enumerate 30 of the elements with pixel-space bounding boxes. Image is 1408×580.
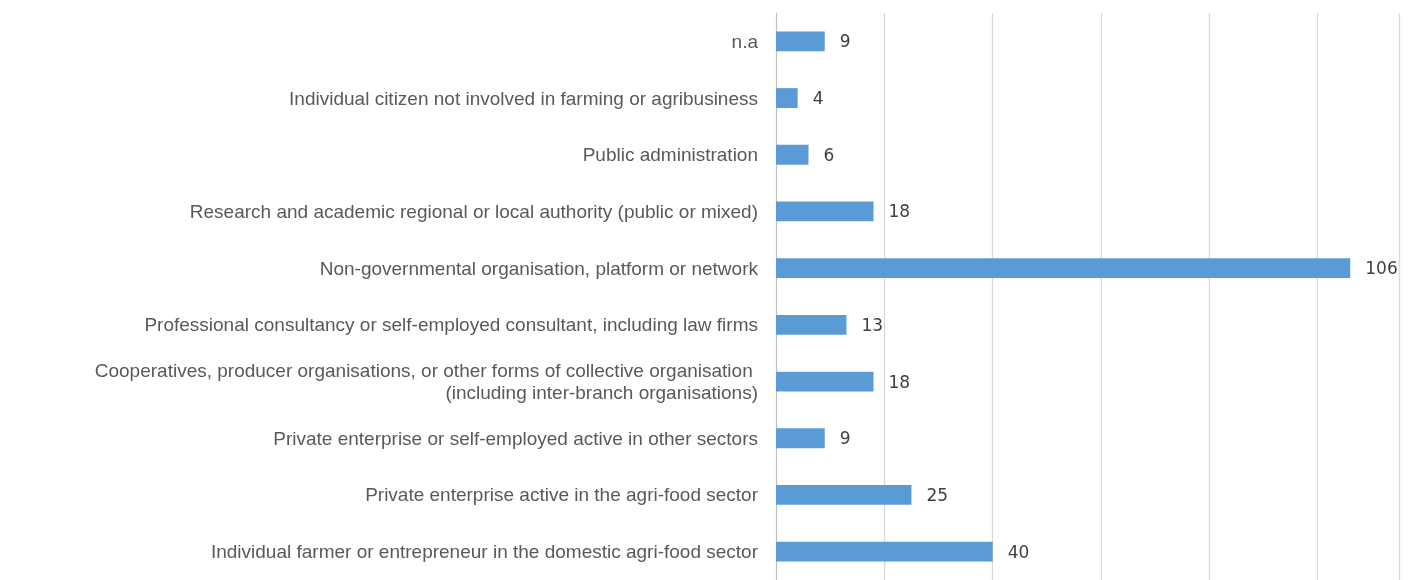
y-tick-label: Private enterprise or self-employed active in other sectors — [273, 427, 758, 449]
y-tick-label: Public administration — [582, 144, 758, 166]
bar — [776, 258, 1351, 279]
data-label: 18 — [888, 371, 911, 392]
data-label: 40 — [1007, 541, 1030, 562]
bar — [776, 428, 825, 449]
bar — [776, 485, 912, 505]
bar — [776, 88, 798, 108]
y-tick-label: n.a — [731, 30, 759, 52]
y-tick-label: Individual citizen not involved in farming or agribusiness — [289, 87, 758, 109]
bar — [776, 201, 874, 222]
data-label: 13 — [861, 314, 884, 335]
data-label: 25 — [926, 484, 949, 505]
y-tick-label: Individual farmer or entrepreneur in the domestic agri-food sector — [210, 541, 759, 563]
bar — [776, 541, 993, 562]
y-tick-label: Professional consultancy or self-employed consultant, including law firms — [144, 314, 758, 336]
y-tick-label: Cooperatives, producer organisations, or other forms of collective organisation (including inter-branch organisations) — [94, 360, 758, 404]
bar — [776, 371, 874, 392]
data-label: 6 — [823, 144, 835, 165]
data-label: 9 — [839, 428, 851, 449]
data-label: 18 — [888, 201, 911, 222]
bar — [776, 31, 825, 52]
y-tick-label: Non-governmental organisation, platform or network — [319, 257, 759, 279]
data-label: 106 — [1365, 258, 1398, 279]
y-tick-label: Research and academic regional or local authority (public or mixed) — [189, 200, 758, 222]
data-label: 4 — [812, 88, 824, 109]
bar — [776, 314, 847, 335]
y-tick-label: Private enterprise active in the agri-food sector — [365, 484, 759, 506]
bar — [776, 144, 809, 165]
data-label: 9 — [839, 31, 851, 52]
